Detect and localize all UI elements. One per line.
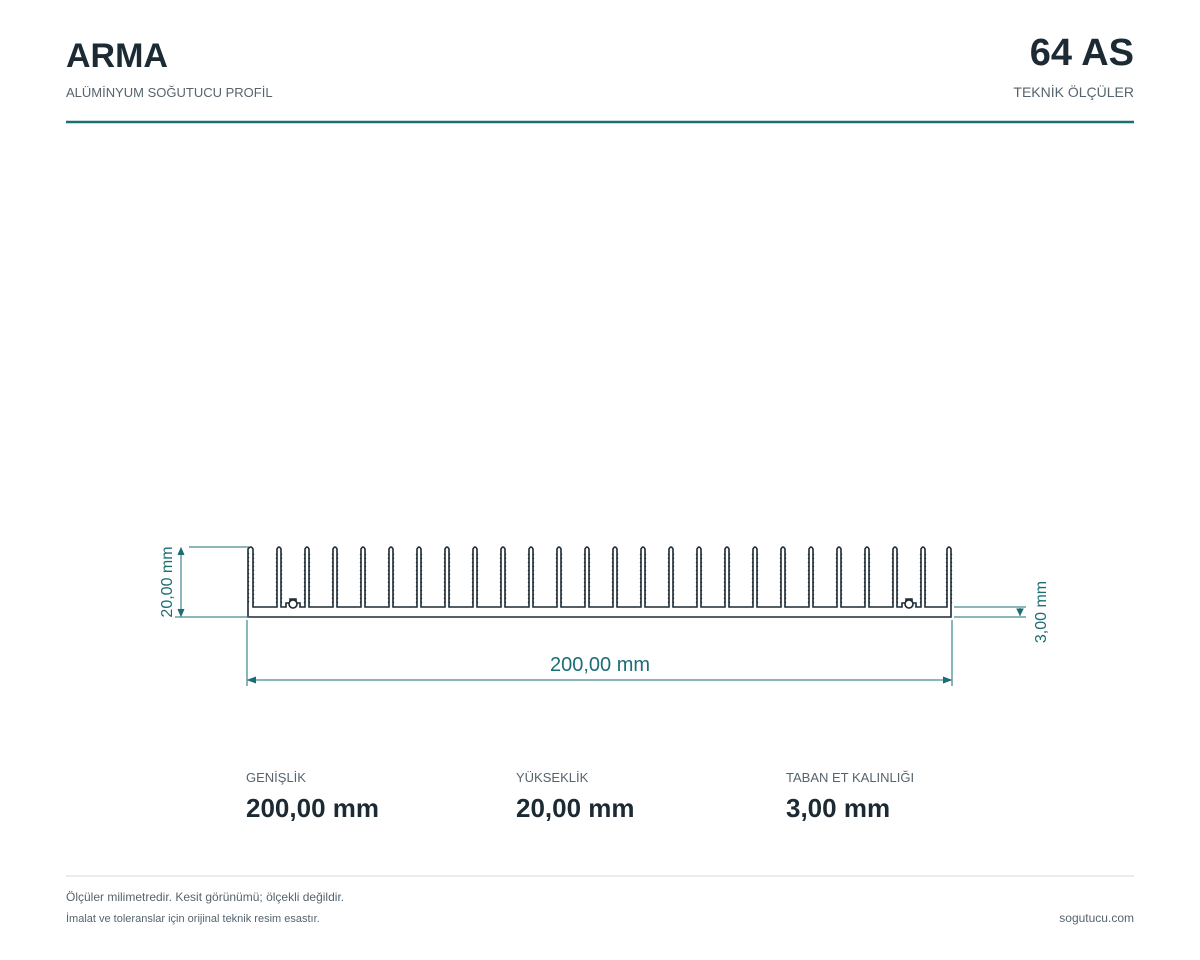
fin-serration bbox=[527, 552, 535, 604]
spec-value: 3,00 mm bbox=[786, 793, 890, 823]
code: 64 AS bbox=[1030, 32, 1134, 74]
fin-serration bbox=[807, 552, 815, 604]
footer-note: İmalat ve toleranslar için orijinal tekn… bbox=[66, 912, 320, 925]
fin-serration bbox=[919, 552, 927, 604]
spec-label: GENİŞLİK bbox=[246, 770, 306, 785]
fin-serration bbox=[891, 552, 899, 604]
width-dim: 200,00 mm bbox=[550, 654, 650, 676]
spec-value: 20,00 mm bbox=[516, 793, 635, 823]
fin-serration bbox=[639, 552, 647, 604]
fin-serration bbox=[331, 552, 339, 604]
fin-serration bbox=[945, 552, 953, 604]
screw-channel bbox=[904, 599, 914, 609]
subtitle: ALÜMİNYUM SOĞUTUCU PROFİL bbox=[66, 85, 273, 100]
profile bbox=[247, 546, 953, 618]
fin-serration bbox=[611, 552, 619, 604]
fin-serration bbox=[779, 552, 787, 604]
height-dim: 20,00 mm bbox=[159, 546, 176, 617]
code-label: TEKNİK ÖLÇÜLER bbox=[1013, 83, 1134, 100]
fin-serration bbox=[723, 552, 731, 604]
fin-serration bbox=[387, 552, 395, 604]
fin-serration bbox=[835, 552, 843, 604]
fin-serration bbox=[667, 552, 675, 604]
screw-channel bbox=[288, 599, 298, 609]
fin-serration bbox=[415, 552, 423, 604]
footer-site: sogutucu.com bbox=[1059, 911, 1134, 925]
fin-serration bbox=[695, 552, 703, 604]
fin-serration bbox=[583, 552, 591, 604]
base-dim: 3,00 mm bbox=[1033, 581, 1050, 643]
title: ARMA bbox=[66, 37, 168, 75]
spec-value: 200,00 mm bbox=[246, 793, 379, 823]
fin-serration bbox=[443, 552, 451, 604]
spec-label: YÜKSEKLİK bbox=[516, 770, 589, 785]
fin-serration bbox=[555, 552, 563, 604]
fin-serration bbox=[863, 552, 871, 604]
fin-serration bbox=[471, 552, 479, 604]
heatsink-outline bbox=[247, 546, 952, 618]
fin-serration bbox=[303, 552, 311, 604]
fin-serration bbox=[751, 552, 759, 604]
fin-serration bbox=[275, 552, 283, 604]
fin-serration bbox=[359, 552, 367, 604]
spec-label: TABAN ET KALINLIĞI bbox=[786, 770, 914, 785]
dimensions bbox=[175, 546, 1026, 686]
footer-note: Ölçüler milimetredir. Kesit görünümü; öl… bbox=[66, 890, 344, 904]
fin-serration bbox=[247, 552, 255, 604]
fin-serration bbox=[499, 552, 507, 604]
